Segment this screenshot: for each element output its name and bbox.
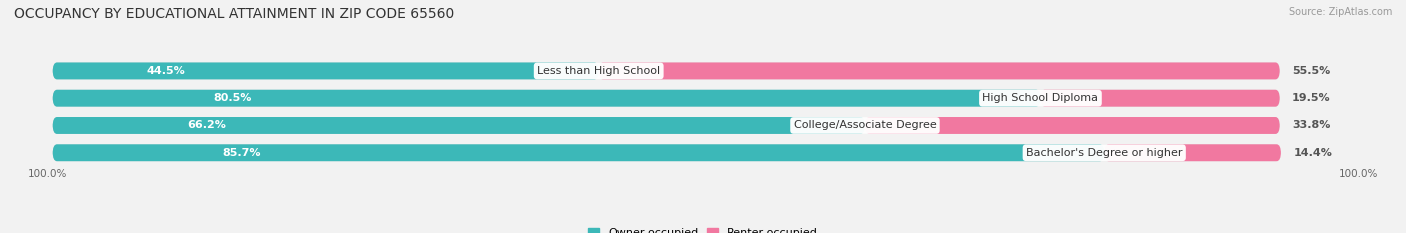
Text: 33.8%: 33.8% — [1292, 120, 1330, 130]
FancyBboxPatch shape — [1104, 144, 1281, 161]
Text: 55.5%: 55.5% — [1292, 66, 1330, 76]
Text: 44.5%: 44.5% — [146, 66, 186, 76]
Text: 66.2%: 66.2% — [187, 120, 225, 130]
Text: Source: ZipAtlas.com: Source: ZipAtlas.com — [1288, 7, 1392, 17]
Text: College/Associate Degree: College/Associate Degree — [793, 120, 936, 130]
FancyBboxPatch shape — [52, 144, 1104, 161]
Text: 14.4%: 14.4% — [1294, 148, 1331, 158]
FancyBboxPatch shape — [1040, 90, 1279, 107]
FancyBboxPatch shape — [52, 90, 1040, 107]
FancyBboxPatch shape — [52, 117, 865, 134]
Text: Bachelor's Degree or higher: Bachelor's Degree or higher — [1026, 148, 1182, 158]
Text: 100.0%: 100.0% — [1339, 169, 1378, 179]
FancyBboxPatch shape — [865, 117, 1279, 134]
Text: 85.7%: 85.7% — [222, 148, 262, 158]
FancyBboxPatch shape — [52, 62, 1279, 79]
FancyBboxPatch shape — [599, 62, 1279, 79]
Text: 100.0%: 100.0% — [28, 169, 67, 179]
FancyBboxPatch shape — [52, 144, 1279, 161]
Text: OCCUPANCY BY EDUCATIONAL ATTAINMENT IN ZIP CODE 65560: OCCUPANCY BY EDUCATIONAL ATTAINMENT IN Z… — [14, 7, 454, 21]
Text: Less than High School: Less than High School — [537, 66, 661, 76]
Text: 80.5%: 80.5% — [214, 93, 252, 103]
FancyBboxPatch shape — [52, 117, 1279, 134]
Legend: Owner-occupied, Renter-occupied: Owner-occupied, Renter-occupied — [583, 224, 823, 233]
Text: High School Diploma: High School Diploma — [983, 93, 1098, 103]
FancyBboxPatch shape — [52, 90, 1279, 107]
Text: 19.5%: 19.5% — [1292, 93, 1330, 103]
FancyBboxPatch shape — [52, 62, 599, 79]
